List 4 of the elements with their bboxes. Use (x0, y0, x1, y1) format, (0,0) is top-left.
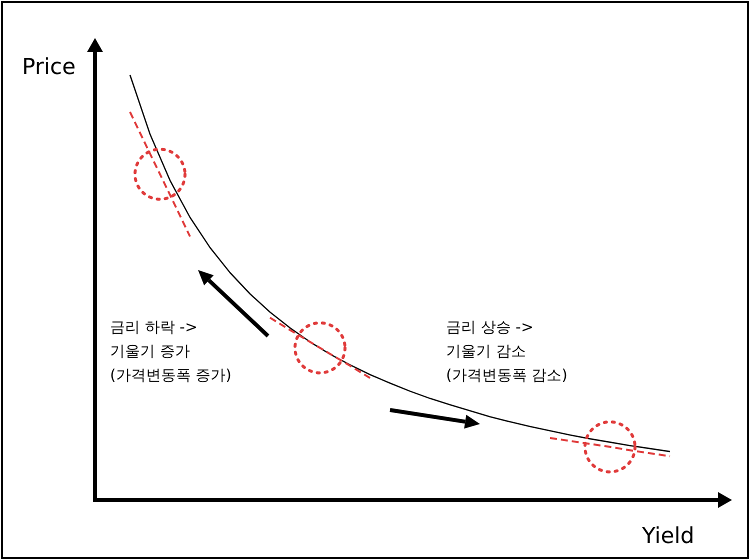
annotation: 금리 상승 -> 기울기 감소 (가격변동폭 감소) (446, 318, 568, 384)
y-axis-title: Price (22, 55, 76, 80)
annotation: 금리 하락 -> 기울기 증가 (가격변동폭 증가) (110, 318, 232, 384)
x-axis-title: Yield (641, 524, 694, 549)
